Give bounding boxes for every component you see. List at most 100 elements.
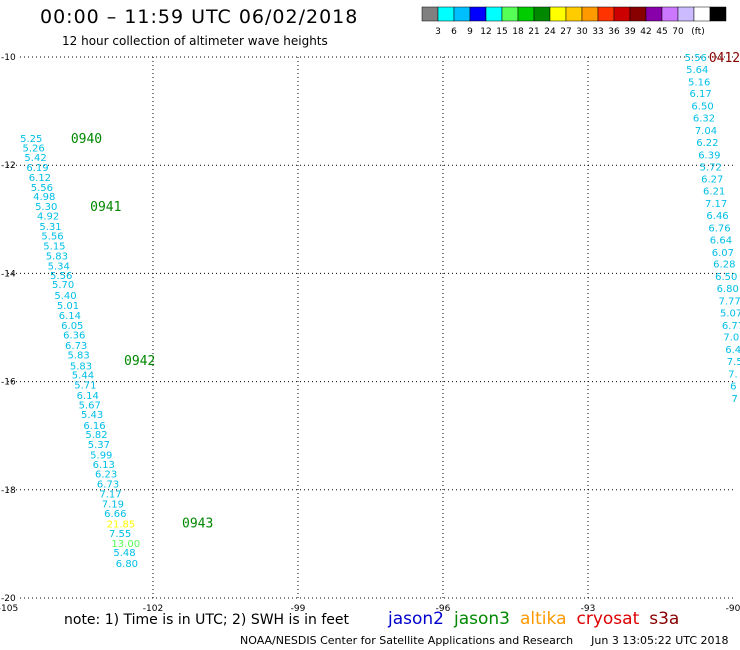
swh-value: 5.07 xyxy=(720,308,740,319)
color-scale-label: 24 xyxy=(544,27,556,37)
x-tick-label: -96 xyxy=(436,604,451,614)
pass-time-label: 0940 xyxy=(71,132,102,147)
swh-value: 5.30 xyxy=(35,202,57,213)
swh-value: 6.46 xyxy=(706,211,728,222)
swh-value: 6.50 xyxy=(715,272,737,283)
swh-value: 6.64 xyxy=(710,235,732,246)
swh-value: 4.98 xyxy=(33,192,55,203)
color-scale-label: 36 xyxy=(608,27,620,37)
swh-value: 6.13 xyxy=(93,460,115,471)
track-jason3: 5.255.265.426.196.125.564.985.304.925.31… xyxy=(20,132,213,570)
swh-value: 6.05 xyxy=(61,321,83,332)
color-scale-label: 9 xyxy=(467,27,473,37)
swh-value: 6.76 xyxy=(708,223,730,234)
swh-value: 6.66 xyxy=(104,509,126,520)
swh-value: 5.83 xyxy=(46,252,68,263)
color-scale-label: 42 xyxy=(640,27,651,37)
swh-value: 5.56 xyxy=(685,53,707,64)
swh-value: 7 xyxy=(732,394,738,405)
swh-value: 21.85 xyxy=(107,519,136,530)
pass-time-label: 0942 xyxy=(124,354,155,369)
swh-value: 7.04 xyxy=(695,126,717,137)
swh-value: 5.15 xyxy=(43,241,65,252)
y-tick-label: -20 xyxy=(1,594,16,604)
x-tick-label: -102 xyxy=(143,604,163,614)
swh-value: 6 xyxy=(730,381,736,392)
swh-value: 5.56 xyxy=(31,183,53,194)
swh-value: 6.14 xyxy=(59,311,81,322)
legend-altika: altika xyxy=(520,609,567,629)
swh-value: 6.32 xyxy=(693,114,715,125)
swh-value: 7.55 xyxy=(109,529,131,540)
note-text: note: 1) Time is in UTC; 2) SWH is in fe… xyxy=(64,612,350,628)
swh-value: 6.80 xyxy=(116,559,138,570)
swh-value: 6.39 xyxy=(698,150,720,161)
swh-value: 5.99 xyxy=(90,451,112,462)
legend-cryosat: cryosat xyxy=(576,609,640,629)
swh-value: 5.70 xyxy=(52,280,74,291)
legend-jason2: jason2 xyxy=(388,609,444,629)
swh-value: 5.34 xyxy=(48,261,70,272)
swh-value: 6.80 xyxy=(717,284,739,295)
x-tick-label: -90 xyxy=(726,604,740,614)
pass-time-label: 0943 xyxy=(182,516,213,531)
swh-value: 5.72 xyxy=(700,162,722,173)
swh-value: 6.07 xyxy=(712,248,734,259)
swh-value: 5.56 xyxy=(50,271,72,282)
swh-value: 5.71 xyxy=(74,380,96,391)
color-swatch xyxy=(709,6,727,22)
swh-value: 6.17 xyxy=(690,89,712,100)
y-tick-label: -18 xyxy=(1,486,16,496)
swh-value: 5.56 xyxy=(41,232,63,243)
swh-value: 6.77 xyxy=(722,321,740,332)
swh-value: 5.67 xyxy=(79,400,101,411)
pass-time-label: 0412 xyxy=(709,51,740,66)
legend-jason3: jason3 xyxy=(454,609,510,629)
color-scale-label: 30 xyxy=(576,27,588,37)
swh-value: 7.17 xyxy=(99,490,121,501)
swh-value: 5.82 xyxy=(85,430,107,441)
footer: NOAA/NESDIS Center for Satellite Applica… xyxy=(240,634,729,647)
color-scale-label: 70 xyxy=(672,27,684,37)
footer-source: NOAA/NESDIS Center for Satellite Applica… xyxy=(240,634,574,647)
color-scale-label: 6 xyxy=(451,27,457,37)
color-scale-label: 45 xyxy=(656,27,667,37)
swh-value: 5.40 xyxy=(54,291,76,302)
color-scale-legend: 3 6 9 12 15 18 21 24 27 30 33 36 39 42 45 70 (ft) xyxy=(421,6,727,37)
y-tick-label: -16 xyxy=(1,378,16,388)
legend-s3a: s3a xyxy=(649,609,680,629)
swh-value: 4.92 xyxy=(37,212,59,223)
color-scale-label: 39 xyxy=(624,27,636,37)
swh-value: 7.5 xyxy=(727,357,740,368)
y-tick-label: -14 xyxy=(1,269,16,279)
swh-value: 5.48 xyxy=(113,548,135,559)
y-tick-label: -12 xyxy=(1,161,16,171)
color-scale-label: 33 xyxy=(592,27,603,37)
swh-value: 7.77 xyxy=(719,296,740,307)
swh-value: 5.83 xyxy=(67,351,89,362)
swh-value: 6.73 xyxy=(65,341,87,352)
swh-value: 5.16 xyxy=(688,77,710,88)
swh-value: 6.16 xyxy=(83,421,105,432)
color-scale-label: 3 xyxy=(435,27,441,37)
swh-value: 6.73 xyxy=(97,479,119,490)
footer-timestamp: Jun 3 13:05:22 UTC 2018 xyxy=(591,634,729,647)
swh-value: 5.42 xyxy=(24,153,46,164)
swh-value: 6.27 xyxy=(701,175,723,186)
swh-value: 6.14 xyxy=(77,391,99,402)
color-scale-label: 27 xyxy=(560,27,571,37)
swh-value: 13.00 xyxy=(111,539,140,550)
track-s3a: 5.565.645.166.176.506.327.046.226.395.72… xyxy=(685,51,740,405)
x-tick-label: -93 xyxy=(581,604,596,614)
swh-value: 6.36 xyxy=(63,331,85,342)
color-scale-label: 21 xyxy=(528,27,539,37)
x-tick-label: -99 xyxy=(291,604,306,614)
x-tick-label: -105 xyxy=(0,604,18,614)
y-tick-label: -10 xyxy=(1,53,16,63)
swh-value: 6.28 xyxy=(713,260,735,271)
swh-value: 6.4 xyxy=(725,345,740,356)
grid xyxy=(8,56,733,599)
color-scale-label: 15 xyxy=(496,27,507,37)
satellite-legend: jason2 jason3 altika cryosat s3a xyxy=(388,609,689,629)
